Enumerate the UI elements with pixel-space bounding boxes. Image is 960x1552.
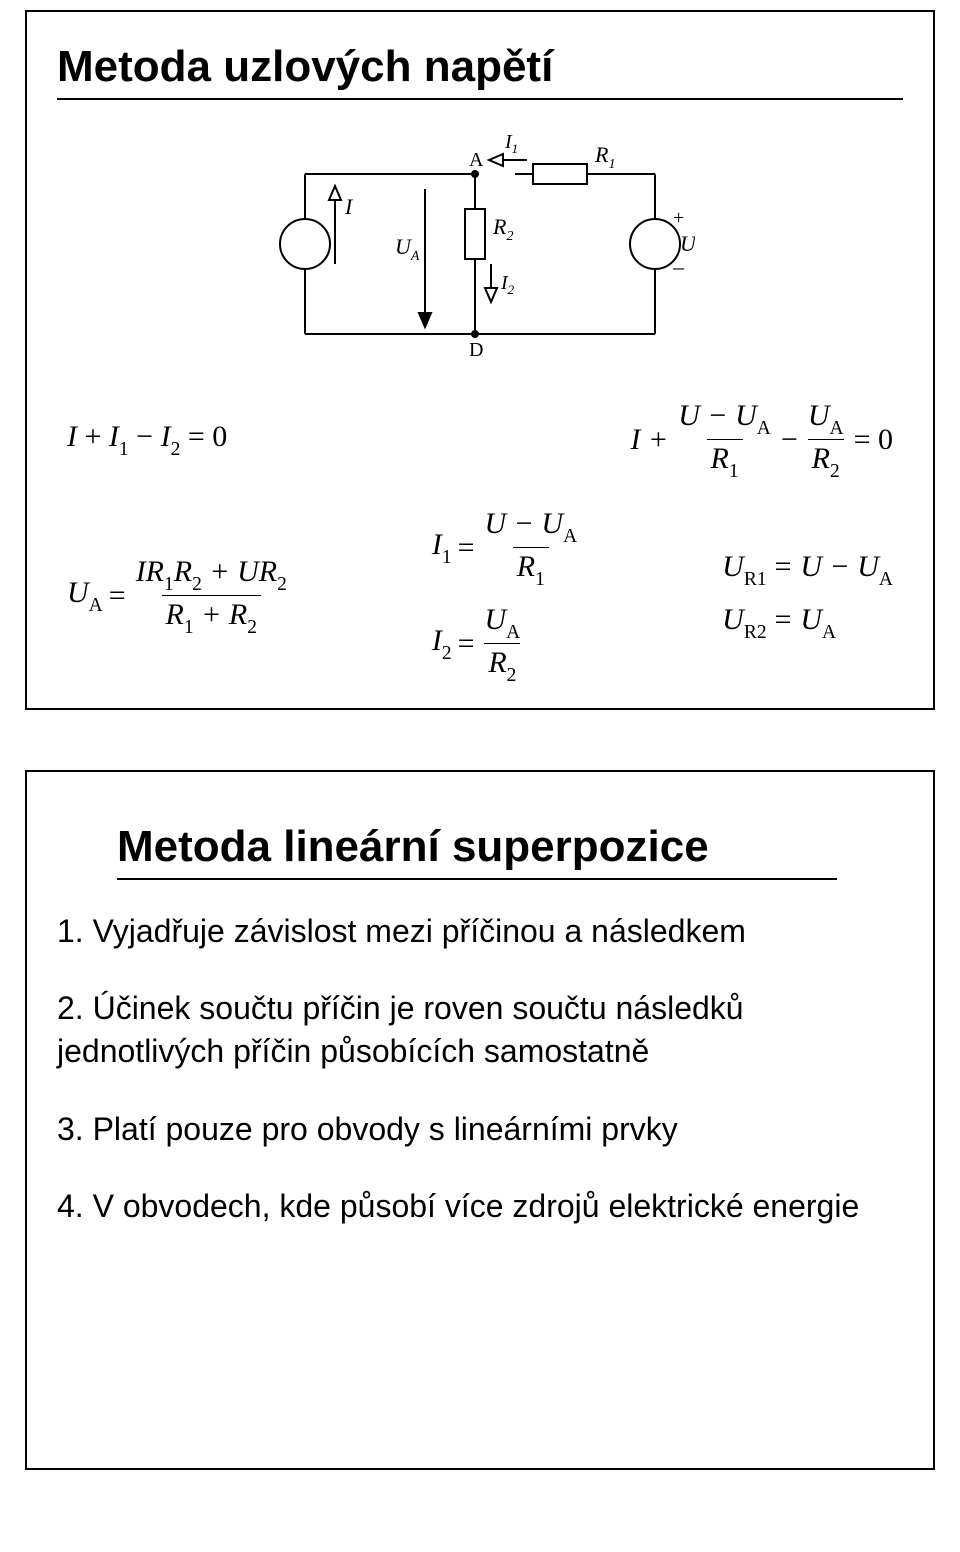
label-I2: I2 xyxy=(500,272,515,297)
eq-kcl-expanded: I + U − UA R1 − UA R2 = 0 xyxy=(630,399,893,481)
label-UA: UA xyxy=(395,234,420,264)
equation-row-1: I + I1 − I2 = 0 I + U − UA R1 − UA R2 = … xyxy=(67,399,893,481)
list-item: 2. Účinek součtu příčin je roven součtu … xyxy=(57,987,903,1073)
slide-1: Metoda uzlových napětí xyxy=(25,10,935,710)
label-I1: I1 xyxy=(504,131,518,156)
label-U: U xyxy=(680,231,695,256)
eq-UR1-UR2: UR1 = U − UA UR2 = UA xyxy=(722,550,893,642)
page: Metoda uzlových napětí xyxy=(0,0,960,1552)
list-item: 4. V obvodech, kde působí více zdrojů el… xyxy=(57,1185,903,1228)
label-R1: R1 xyxy=(594,142,615,172)
slide2-list: 1. Vyjadřuje závislost mezi příčinou a n… xyxy=(57,910,903,1228)
circuit-diagram: I + – U R2 R1 xyxy=(265,124,695,369)
label-D: D xyxy=(469,339,483,361)
label-plus: + xyxy=(673,207,684,229)
eq-I1-I2: I1 = U − UA R1 I2 = UA R2 xyxy=(432,507,581,685)
list-item: 3. Platí pouze pro obvody s lineárními p… xyxy=(57,1108,903,1151)
label-R2: R2 xyxy=(492,214,513,244)
list-item: 1. Vyjadřuje závislost mezi příčinou a n… xyxy=(57,910,903,953)
circuit-svg: I + – U R2 R1 xyxy=(265,124,695,364)
equation-row-2: UA = IR1R2 + UR2 R1 + R2 I1 = U xyxy=(67,507,893,685)
slide-2: Metoda lineární superpozice 1. Vyjadřuje… xyxy=(25,770,935,1470)
label-A: A xyxy=(469,149,484,171)
slide1-title: Metoda uzlových napětí xyxy=(57,42,903,92)
eq-UA: UA = IR1R2 + UR2 R1 + R2 xyxy=(67,555,291,637)
slide2-title: Metoda lineární superpozice xyxy=(117,822,903,872)
title-underline xyxy=(57,98,903,100)
label-minus: – xyxy=(672,254,685,279)
eq-kcl-plain: I + I1 − I2 = 0 xyxy=(67,420,227,459)
title-underline-2 xyxy=(117,878,837,880)
label-I: I xyxy=(344,194,354,219)
